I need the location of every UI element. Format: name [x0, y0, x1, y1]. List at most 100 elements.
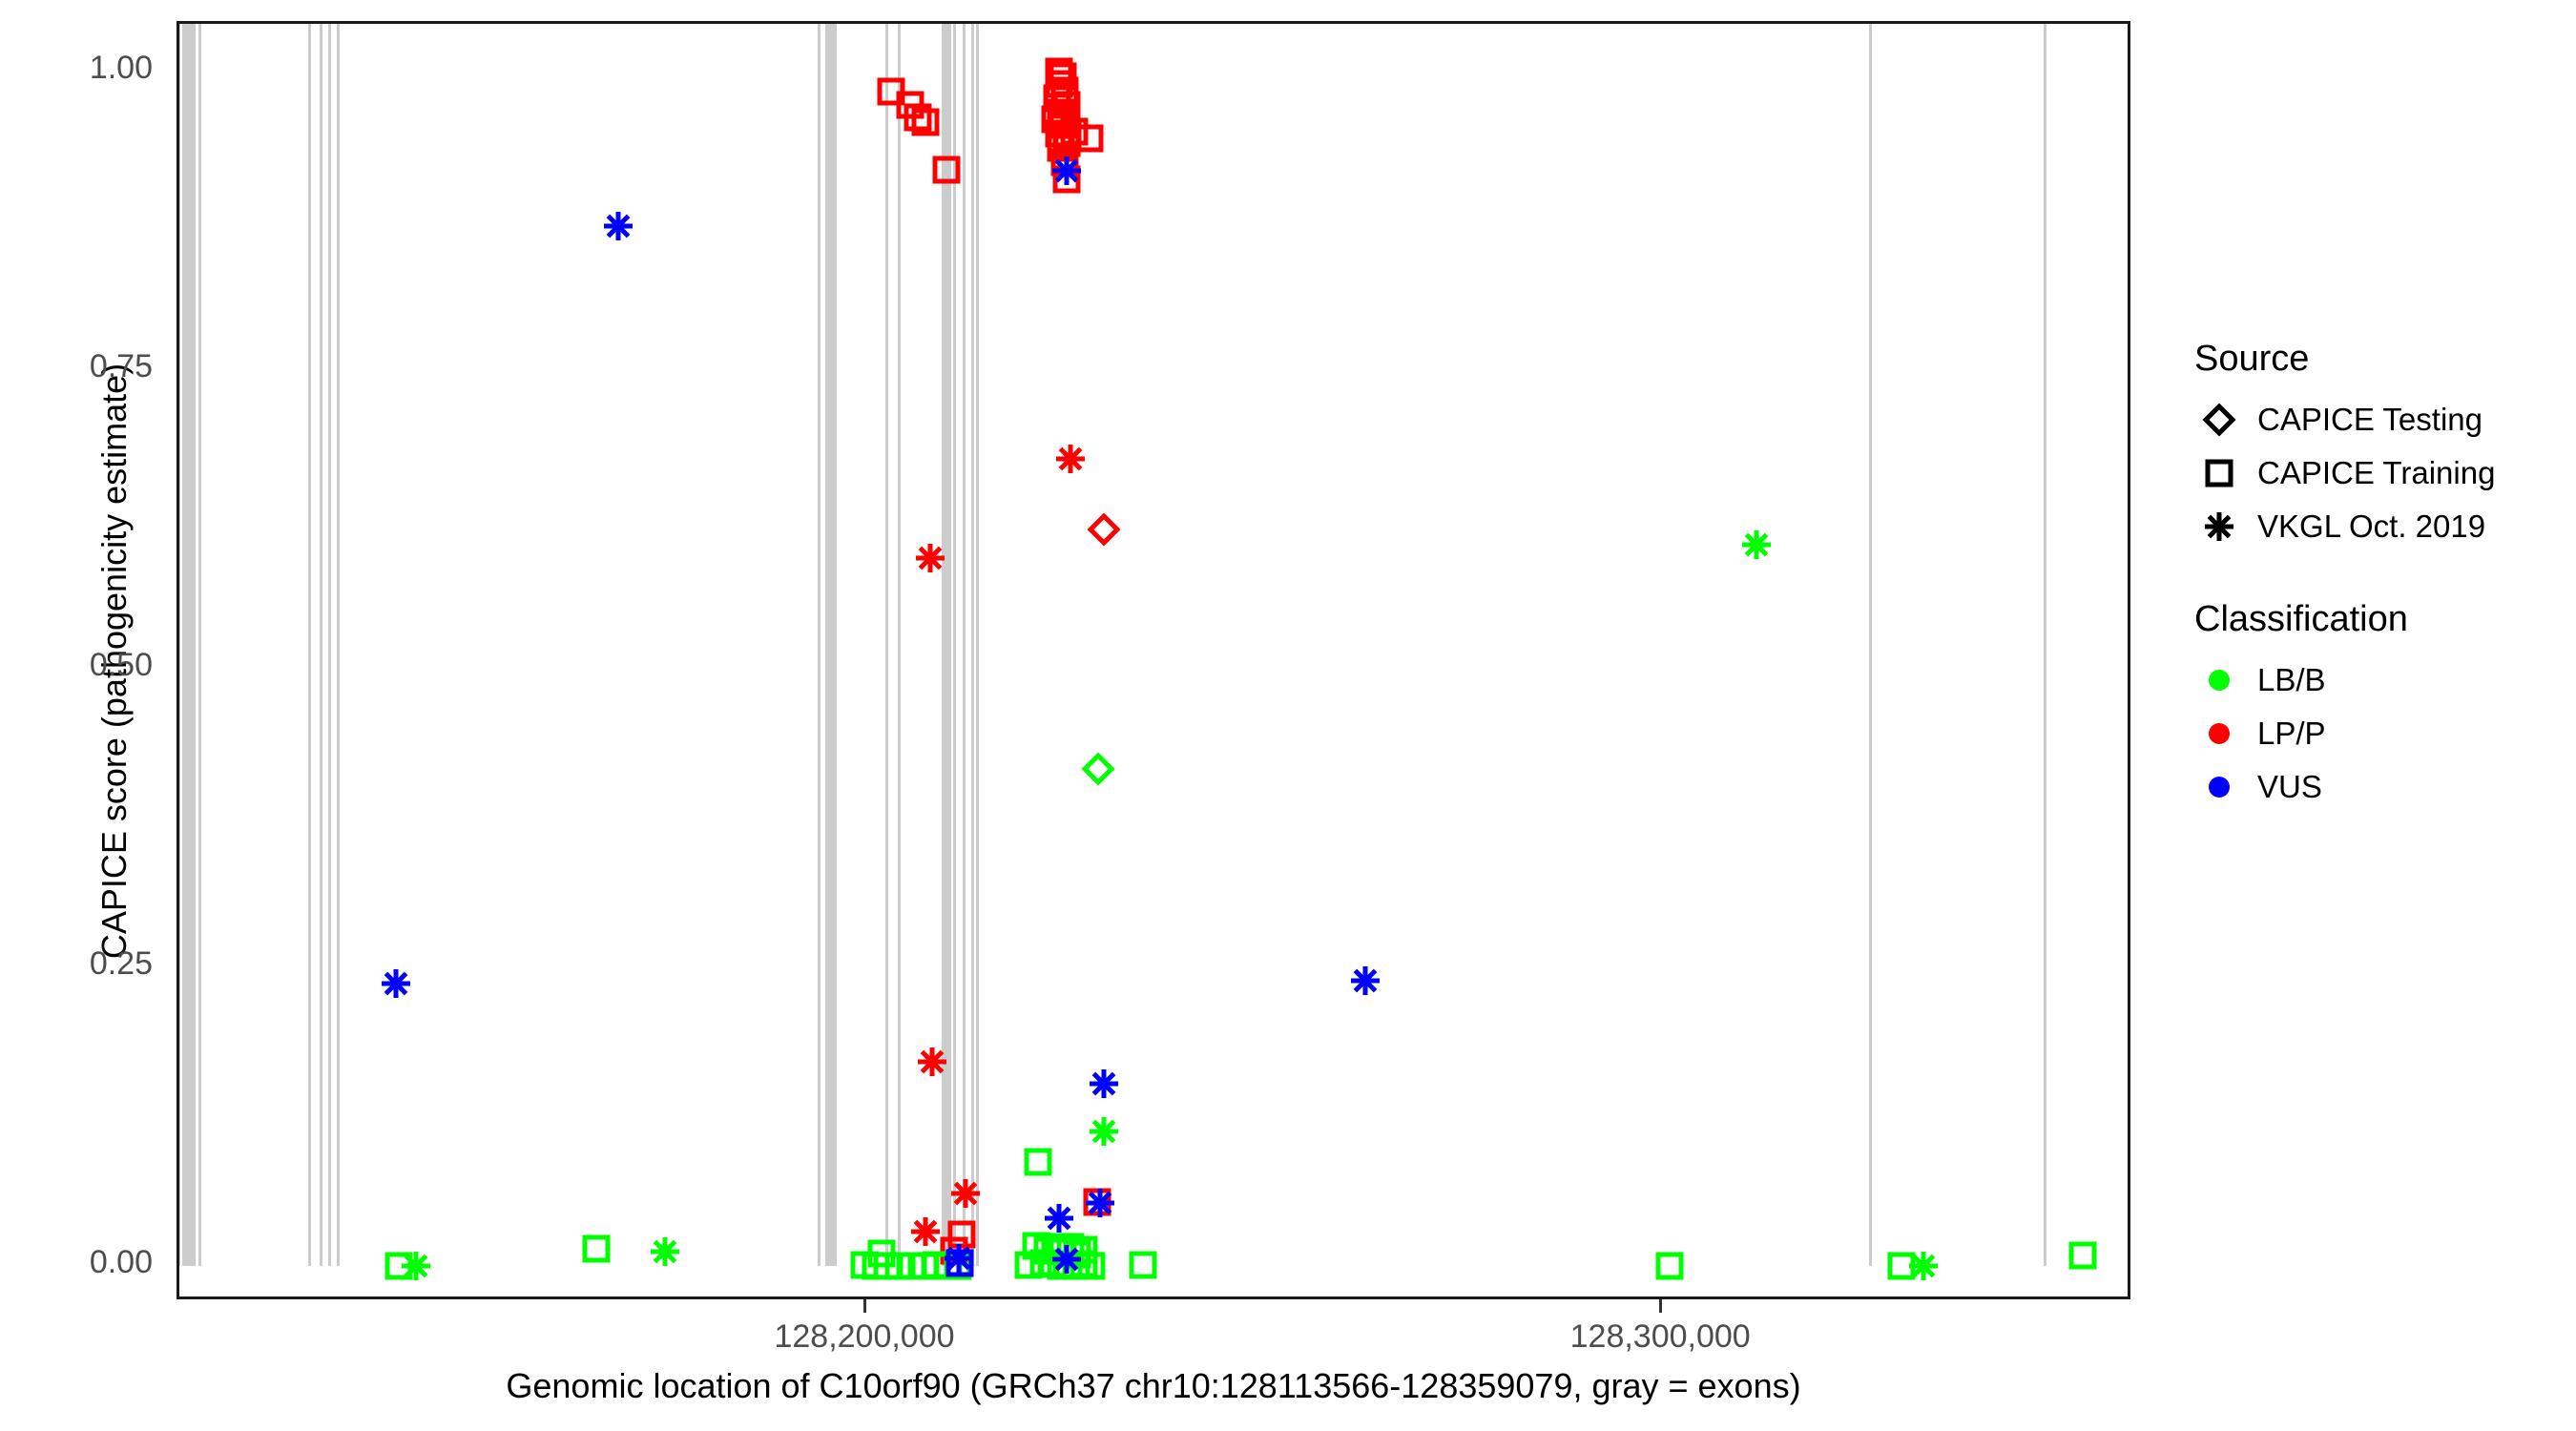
data-point — [1050, 125, 1083, 157]
data-point — [1349, 964, 1381, 997]
data-point — [649, 1235, 681, 1268]
data-point — [1081, 752, 1115, 786]
legend-group-classification: Classification LB/B LP/P VUS — [2194, 599, 2576, 814]
data-point — [1049, 146, 1081, 178]
data-point — [400, 1250, 432, 1282]
data-point — [1084, 1187, 1116, 1219]
data-point — [383, 1250, 415, 1282]
legend-item[interactable]: CAPICE Testing — [2194, 393, 2576, 446]
data-point — [1061, 1238, 1093, 1271]
data-point — [1045, 132, 1077, 164]
data-point — [1031, 1234, 1064, 1267]
circle-marker-icon — [2194, 655, 2244, 705]
data-point — [1047, 101, 1079, 134]
exon-band — [328, 24, 332, 1267]
data-point — [380, 967, 412, 1000]
y-tick-label: 0.50 — [89, 647, 153, 684]
exon-band — [2044, 24, 2047, 1267]
y-tick-label: 0.00 — [89, 1244, 153, 1281]
data-point — [1045, 1250, 1077, 1282]
data-point — [1885, 1250, 1918, 1282]
data-point — [902, 101, 934, 134]
data-point — [1060, 1250, 1092, 1282]
data-point — [1020, 1230, 1052, 1262]
exon-band — [336, 24, 340, 1267]
square-marker-icon — [2194, 448, 2244, 498]
x-axis-title: Genomic location of C10orf90 (GRCh37 chr… — [506, 1366, 1801, 1405]
data-point — [1050, 1243, 1083, 1275]
data-point — [875, 75, 907, 108]
data-point — [1075, 1250, 1108, 1282]
data-point — [1049, 74, 1081, 107]
data-point — [1088, 1115, 1120, 1148]
plot-area — [179, 24, 2128, 1296]
data-point — [1051, 118, 1084, 151]
legend-item-label: CAPICE Testing — [2257, 402, 2483, 437]
data-point — [1058, 115, 1091, 148]
data-point — [909, 106, 942, 138]
circle-marker-icon — [2194, 709, 2244, 758]
data-point — [1050, 163, 1083, 196]
x-tick-label: 128,200,000 — [774, 1318, 955, 1355]
diamond-marker-icon — [2194, 395, 2244, 445]
data-point — [1043, 1202, 1075, 1234]
data-point — [1073, 122, 1106, 155]
data-point — [1037, 1248, 1070, 1280]
exon-band — [976, 24, 980, 1267]
data-point — [1653, 1250, 1686, 1282]
legend-item[interactable]: LB/B — [2194, 653, 2576, 707]
data-point — [1039, 1231, 1071, 1263]
asterisk-marker-icon — [2194, 502, 2244, 551]
data-point — [1047, 1235, 1079, 1268]
data-point — [848, 1249, 881, 1281]
plot-panel — [177, 21, 2130, 1299]
data-point — [1054, 443, 1087, 475]
exon-band — [818, 24, 821, 1267]
exon-band — [182, 24, 197, 1267]
legend-item[interactable]: LP/P — [2194, 707, 2576, 760]
data-point — [1068, 1248, 1100, 1280]
y-tick-label: 0.25 — [89, 945, 153, 983]
legend-item-label: VKGL Oct. 2019 — [2257, 508, 2486, 544]
circle-marker-icon — [2194, 762, 2244, 812]
legend-item-label: LP/P — [2257, 716, 2326, 751]
data-point — [1050, 127, 1083, 159]
exon-band — [885, 24, 889, 1267]
data-point — [1041, 82, 1073, 114]
legend-item[interactable]: VUS — [2194, 760, 2576, 814]
data-point — [1043, 117, 1075, 150]
data-point — [1050, 155, 1083, 187]
data-point — [1022, 1146, 1054, 1178]
exon-band — [942, 24, 952, 1267]
exon-band — [970, 24, 974, 1267]
data-point — [2067, 1239, 2099, 1272]
legend-group-title: Source — [2194, 339, 2310, 379]
legend-item[interactable]: CAPICE Training — [2194, 446, 2576, 500]
y-tick-label: 0.75 — [89, 348, 153, 385]
legend-item-label: CAPICE Training — [2257, 455, 2496, 490]
legend-item[interactable]: VKGL Oct. 2019 — [2194, 500, 2576, 553]
data-point — [1740, 529, 1773, 561]
data-point — [1012, 1249, 1045, 1281]
y-tick-label: 1.00 — [89, 50, 153, 87]
data-point — [896, 1250, 928, 1282]
data-point — [1087, 512, 1121, 547]
legend-group-source: Source CAPICE Testing CAPICE Training VKGL … — [2194, 339, 2576, 553]
x-tick-mark — [1659, 1299, 1663, 1313]
exon-band — [198, 24, 202, 1267]
exon-band — [1868, 24, 1872, 1267]
data-point — [580, 1233, 613, 1265]
data-point — [1081, 1186, 1113, 1218]
exon-band — [179, 24, 180, 1267]
data-point — [1047, 109, 1079, 141]
exon-band — [824, 24, 837, 1267]
data-point — [1045, 96, 1077, 129]
data-point — [1068, 1234, 1100, 1266]
legend-item-label: VUS — [2257, 769, 2322, 804]
legend-item-label: LB/B — [2257, 662, 2326, 697]
data-point — [1052, 1249, 1085, 1281]
x-tick-mark — [863, 1299, 866, 1313]
data-point — [1054, 1231, 1087, 1263]
exon-band — [320, 24, 323, 1267]
